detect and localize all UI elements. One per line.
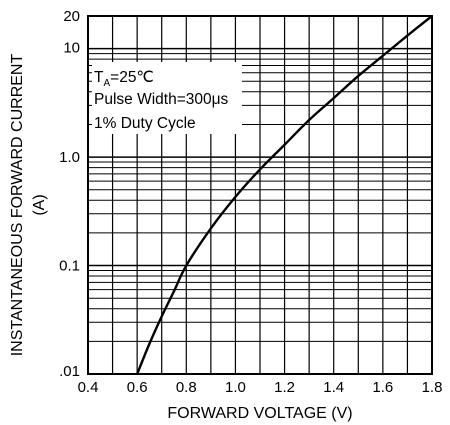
x-axis-title: FORWARD VOLTAGE (V) — [167, 405, 352, 422]
y-axis-title: INSTANTANEOUS FORWARD CURRENT — [9, 54, 26, 357]
y-tick-label: 10 — [63, 40, 80, 57]
y-tick-label: 0.1 — [59, 258, 80, 275]
y-axis-unit: (A) — [31, 194, 48, 215]
annotation-temperature: TA=25℃ — [94, 69, 154, 89]
x-tick-label: 0.8 — [176, 379, 197, 396]
annotation-duty-cycle: 1% Duty Cycle — [94, 115, 196, 132]
y-tick-label: .01 — [59, 363, 80, 380]
y-tick-label: 1.0 — [59, 149, 80, 166]
forward-current-curve — [136, 15, 433, 375]
annotation-pulse-width: Pulse Width=300μs — [94, 91, 229, 108]
x-tick-label: 0.6 — [127, 379, 148, 396]
annotation-backdrop — [92, 62, 242, 134]
plot-frame — [87, 15, 433, 375]
series-layer — [136, 15, 433, 375]
x-tick-label: 1.6 — [372, 379, 393, 396]
x-tick-label: 1.4 — [323, 379, 344, 396]
y-tick-label: 20 — [63, 8, 80, 25]
x-tick-label: 1.8 — [422, 379, 443, 396]
x-tick-labels: 0.4 0.6 0.8 1.0 1.2 1.4 1.6 1.8 — [78, 379, 443, 396]
y-tick-labels: .01 0.1 1.0 10 20 — [59, 8, 80, 380]
x-tick-label: 1.0 — [225, 379, 246, 396]
x-tick-label: 0.4 — [78, 379, 99, 396]
x-tick-label: 1.2 — [274, 379, 295, 396]
